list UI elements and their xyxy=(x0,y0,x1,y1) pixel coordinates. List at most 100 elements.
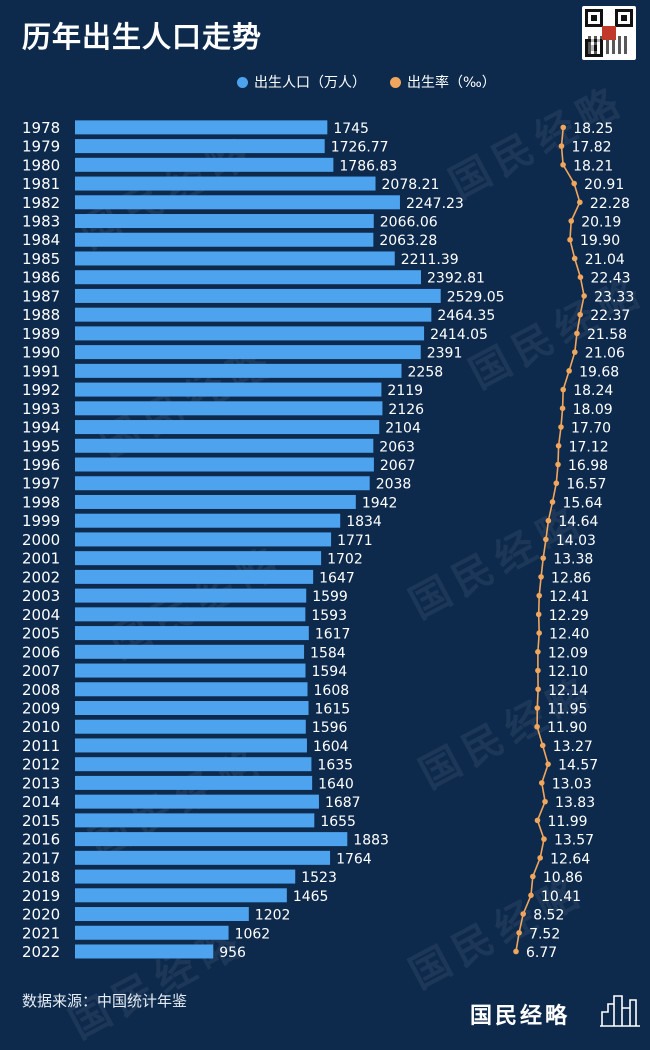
bar xyxy=(75,626,309,641)
rate-point xyxy=(559,405,566,412)
bar-value-label: 1635 xyxy=(317,758,353,774)
year-label: 1979 xyxy=(22,138,60,156)
rate-value-label: 13.03 xyxy=(552,776,592,792)
bar xyxy=(75,382,382,397)
bar-value-label: 2529.05 xyxy=(447,289,505,305)
rate-value-label: 10.41 xyxy=(541,889,581,905)
rate-point xyxy=(549,499,556,505)
year-label: 1993 xyxy=(22,400,60,418)
rate-value-label: 11.99 xyxy=(547,814,587,830)
year-label: 2016 xyxy=(22,831,60,849)
bar xyxy=(75,307,432,322)
year-label: 1998 xyxy=(22,493,60,511)
rate-point xyxy=(555,442,562,449)
rate-point xyxy=(553,480,560,487)
year-label: 1995 xyxy=(22,437,60,455)
bar xyxy=(75,476,370,491)
year-label: 1999 xyxy=(22,512,60,530)
rate-value-label: 17.82 xyxy=(571,140,611,156)
rate-value-label: 17.12 xyxy=(569,439,609,455)
rate-point xyxy=(566,368,572,374)
bar xyxy=(75,120,328,135)
bar-value-label: 1593 xyxy=(311,608,347,624)
bar xyxy=(75,139,325,154)
bar xyxy=(75,176,376,191)
year-label: 2006 xyxy=(22,643,60,661)
year-label: 1991 xyxy=(22,362,60,380)
year-label: 2005 xyxy=(22,625,60,643)
bar xyxy=(75,251,395,266)
bar-value-label: 1202 xyxy=(255,908,291,924)
bar xyxy=(75,532,332,547)
qr-pattern xyxy=(588,36,630,54)
bar-value-label: 2464.35 xyxy=(437,308,495,324)
rate-point xyxy=(538,780,545,786)
bar-value-label: 2078.21 xyxy=(382,177,440,193)
bar xyxy=(75,345,421,360)
rate-value-label: 20.19 xyxy=(581,215,621,231)
year-label: 2017 xyxy=(22,849,60,867)
qr-logo xyxy=(602,26,616,40)
rate-point xyxy=(538,574,544,580)
bar-value-label: 1834 xyxy=(346,514,382,530)
bar-value-label: 2258 xyxy=(408,364,444,380)
bar xyxy=(75,157,334,172)
bar-value-label: 1062 xyxy=(235,926,271,942)
bar-value-label: 1604 xyxy=(313,739,349,755)
rate-point xyxy=(530,873,536,880)
year-label: 1985 xyxy=(22,250,60,268)
bar-value-label: 1786.83 xyxy=(339,158,397,174)
year-label: 1983 xyxy=(22,213,60,231)
rate-value-label: 12.09 xyxy=(548,645,588,661)
bar xyxy=(75,363,402,378)
rate-point xyxy=(528,892,534,899)
bar-value-label: 1594 xyxy=(311,664,347,680)
year-label: 2018 xyxy=(22,868,60,886)
rate-point xyxy=(540,555,547,561)
bar xyxy=(75,907,249,922)
rate-point xyxy=(568,218,575,224)
bar xyxy=(75,214,374,229)
year-label: 2022 xyxy=(22,943,60,961)
rate-point xyxy=(560,124,567,131)
bar-value-label: 1584 xyxy=(310,645,346,661)
bar xyxy=(75,813,315,828)
bar-value-label: 1465 xyxy=(293,889,329,905)
year-label: 2008 xyxy=(22,681,60,699)
year-label: 1978 xyxy=(22,119,60,137)
rate-point xyxy=(571,180,577,187)
rate-point xyxy=(543,536,549,543)
bar-value-label: 2063.28 xyxy=(379,233,437,249)
rate-value-label: 12.10 xyxy=(548,664,588,680)
rate-value-label: 16.98 xyxy=(568,458,608,474)
bar-value-label: 2126 xyxy=(388,402,424,418)
rate-point xyxy=(539,742,546,749)
bar xyxy=(75,494,356,509)
year-label: 1982 xyxy=(22,194,60,212)
year-label: 2015 xyxy=(22,812,60,830)
rate-point xyxy=(560,386,566,393)
rate-point xyxy=(577,274,584,281)
year-label: 2003 xyxy=(22,587,60,605)
rate-point xyxy=(572,349,578,355)
rate-point xyxy=(555,461,561,468)
year-label: 2001 xyxy=(22,550,60,568)
bar-value-label: 1655 xyxy=(320,814,356,830)
rate-value-label: 14.64 xyxy=(558,514,598,530)
rate-point xyxy=(537,855,543,861)
bar-value-label: 2063 xyxy=(379,439,415,455)
rate-value-label: 13.38 xyxy=(553,552,593,568)
bar-value-label: 1883 xyxy=(353,833,389,849)
rate-value-label: 18.24 xyxy=(573,383,613,399)
bar-value-label: 2067 xyxy=(380,458,416,474)
rate-point xyxy=(577,199,583,206)
rate-point xyxy=(535,611,542,618)
rate-value-label: 13.83 xyxy=(555,795,595,811)
bar-value-label: 1615 xyxy=(315,701,351,717)
rate-point xyxy=(516,929,522,936)
year-label: 1990 xyxy=(22,344,60,362)
bar xyxy=(75,832,348,847)
rate-point xyxy=(535,667,541,674)
bar xyxy=(75,195,400,210)
